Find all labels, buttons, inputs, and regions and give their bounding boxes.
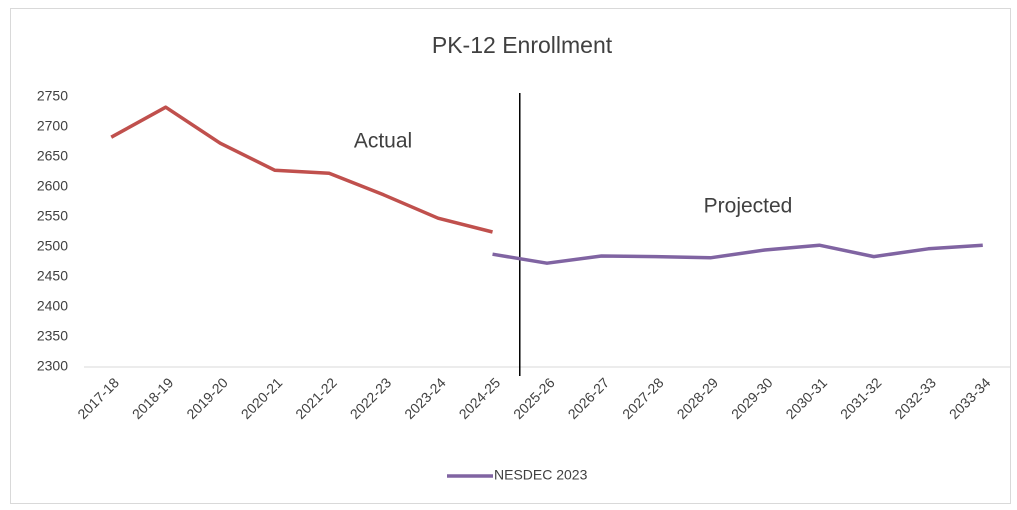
y-tick-label: 2450 xyxy=(37,268,68,284)
y-tick-label: 2750 xyxy=(37,88,68,104)
chart-title: PK-12 Enrollment xyxy=(432,32,613,58)
legend-label: NESDEC 2023 xyxy=(494,467,588,483)
annotation: Actual xyxy=(354,130,412,153)
y-tick-label: 2300 xyxy=(37,358,68,374)
series-line xyxy=(492,243,983,265)
y-tick-label: 2500 xyxy=(37,238,68,254)
annotation: Projected xyxy=(704,195,793,218)
y-tick-label: 2700 xyxy=(37,118,68,134)
y-tick-label: 2400 xyxy=(37,298,68,314)
y-tick-label: 2350 xyxy=(37,328,68,344)
series-line xyxy=(110,105,493,234)
y-tick-label: 2550 xyxy=(37,208,68,224)
y-tick-label: 2650 xyxy=(37,148,68,164)
y-tick-label: 2600 xyxy=(37,178,68,194)
